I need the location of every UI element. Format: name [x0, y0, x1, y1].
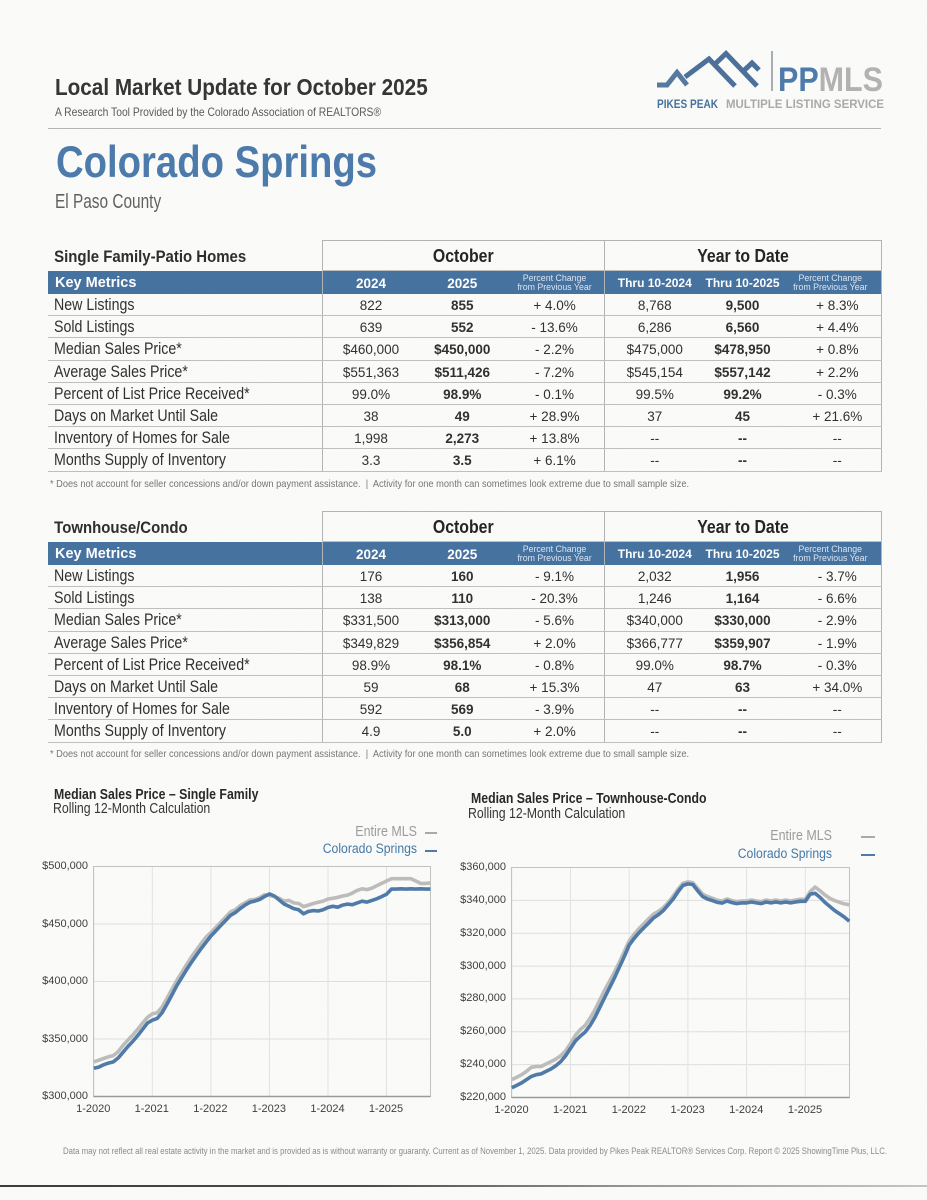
svg-text:MULTIPLE LISTING SERVICE: MULTIPLE LISTING SERVICE — [726, 99, 884, 111]
svg-text:PPMLS: PPMLS — [778, 61, 883, 99]
svg-text:PIKES PEAK: PIKES PEAK — [657, 99, 719, 111]
